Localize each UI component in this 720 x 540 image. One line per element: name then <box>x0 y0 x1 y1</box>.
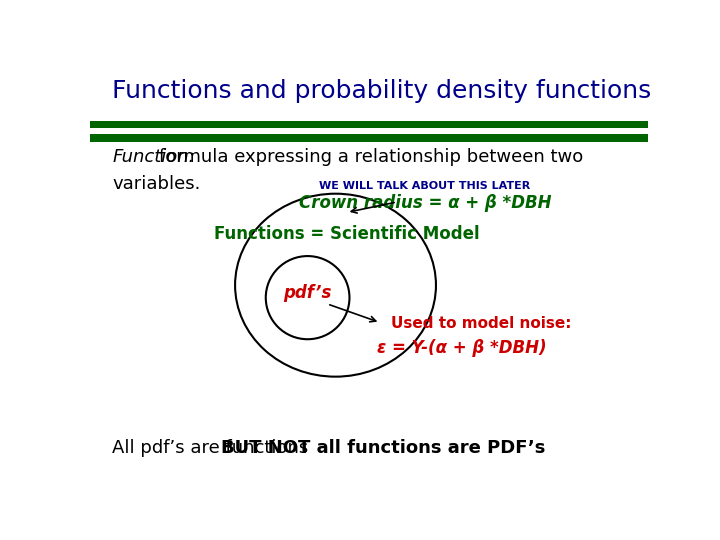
Text: Function:: Function: <box>112 148 195 166</box>
Text: Used to model noise:: Used to model noise: <box>392 316 572 332</box>
Text: variables.: variables. <box>112 175 201 193</box>
Text: Functions = Scientific Model: Functions = Scientific Model <box>214 225 480 243</box>
Text: pdf’s: pdf’s <box>284 285 332 302</box>
Text: formula expressing a relationship between two: formula expressing a relationship betwee… <box>158 148 583 166</box>
Text: Crown radius = α + β *DBH: Crown radius = α + β *DBH <box>299 194 551 212</box>
Text: ε = Y-(α + β *DBH): ε = Y-(α + β *DBH) <box>377 339 547 357</box>
Bar <box>90 121 648 129</box>
Text: .: . <box>486 439 492 457</box>
Text: Functions and probability density functions: Functions and probability density functi… <box>112 79 652 103</box>
Text: WE WILL TALK ABOUT THIS LATER: WE WILL TALK ABOUT THIS LATER <box>319 181 531 191</box>
Text: All pdf’s are functions: All pdf’s are functions <box>112 439 315 457</box>
Bar <box>90 134 648 141</box>
Bar <box>90 130 648 133</box>
Text: BUT NOT all functions are PDF’s: BUT NOT all functions are PDF’s <box>221 439 546 457</box>
